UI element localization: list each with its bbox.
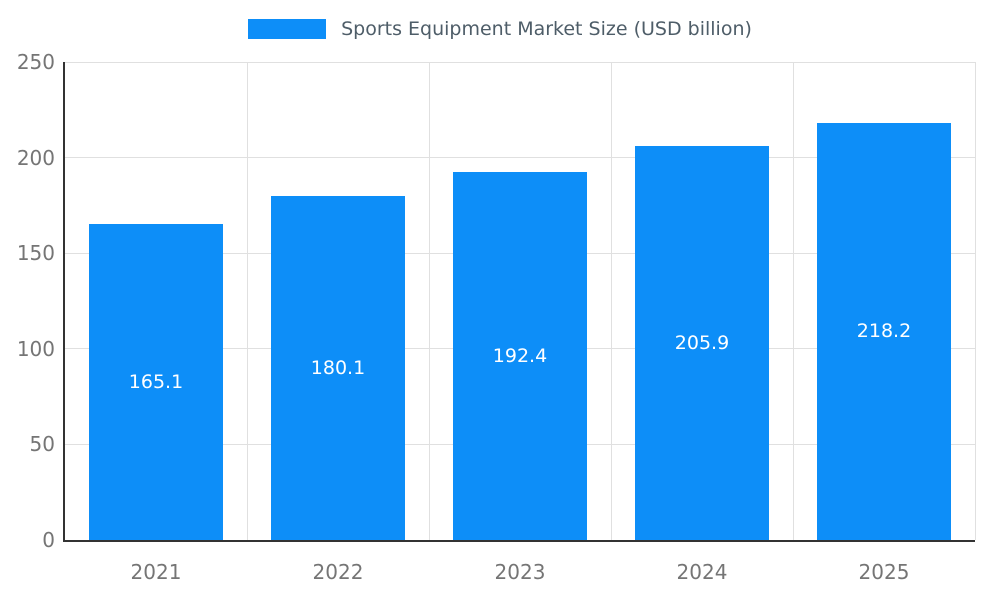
bar-value-label: 205.9 bbox=[674, 332, 730, 355]
y-axis-tick-label: 250 bbox=[16, 50, 55, 74]
y-axis-tick-label: 200 bbox=[16, 145, 55, 170]
y-axis-tick-label: 0 bbox=[42, 528, 55, 552]
y-axis-tick-label: 100 bbox=[16, 336, 55, 361]
bar-value-label: 180.1 bbox=[310, 356, 366, 379]
legend-swatch bbox=[248, 19, 327, 39]
gridline-vertical bbox=[792, 62, 794, 540]
legend-label: Sports Equipment Market Size (USD billio… bbox=[341, 18, 752, 40]
gridline-horizontal bbox=[65, 157, 975, 159]
x-axis-tick-label: 2024 bbox=[676, 560, 728, 584]
bar-value-label: 192.4 bbox=[492, 345, 548, 368]
x-axis-tick-label: 2021 bbox=[130, 560, 182, 584]
y-axis-line bbox=[63, 62, 65, 542]
x-axis-line bbox=[63, 540, 975, 542]
plot-area: 165.1 180.1 192.4 205.9 218.2 bbox=[65, 61, 976, 540]
bar-2021: 165.1 bbox=[88, 224, 224, 540]
x-axis-tick-label: 2023 bbox=[494, 560, 546, 584]
bar-2025: 218.2 bbox=[816, 122, 952, 540]
chart-legend: Sports Equipment Market Size (USD billio… bbox=[0, 18, 1000, 40]
gridline-vertical bbox=[610, 62, 612, 540]
bar-2023: 192.4 bbox=[452, 172, 588, 540]
gridline-vertical bbox=[428, 62, 430, 540]
y-axis-tick-label: 150 bbox=[16, 241, 55, 266]
y-axis-tick-label: 50 bbox=[29, 432, 55, 457]
bar-2022: 180.1 bbox=[270, 195, 406, 540]
bar-value-label: 165.1 bbox=[128, 371, 184, 394]
x-axis-tick-label: 2025 bbox=[858, 560, 910, 584]
gridline-vertical bbox=[974, 62, 976, 540]
gridline-horizontal bbox=[65, 61, 975, 63]
gridline-vertical bbox=[246, 62, 248, 540]
x-axis-tick-label: 2022 bbox=[312, 560, 364, 584]
bar-value-label: 218.2 bbox=[856, 320, 912, 343]
bar-2024: 205.9 bbox=[634, 146, 770, 540]
